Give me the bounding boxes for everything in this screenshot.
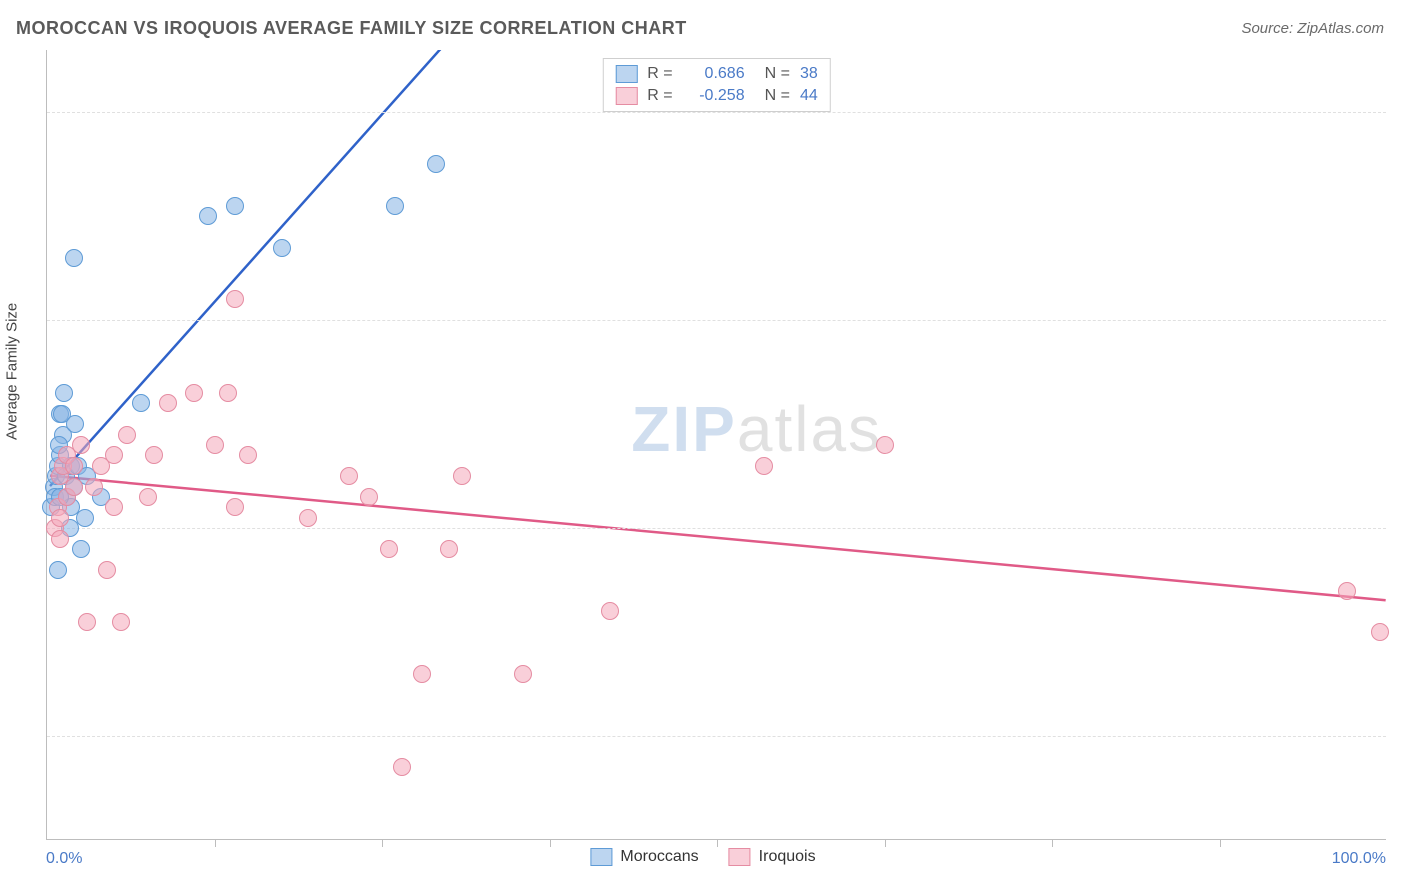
data-point bbox=[145, 446, 163, 464]
data-point bbox=[65, 249, 83, 267]
data-point bbox=[105, 498, 123, 516]
gridline bbox=[47, 320, 1386, 321]
data-point bbox=[185, 384, 203, 402]
data-point bbox=[453, 467, 471, 485]
x-tick bbox=[1220, 839, 1221, 847]
x-axis-min-label: 0.0% bbox=[46, 850, 82, 868]
r-label: R = bbox=[647, 65, 672, 83]
x-tick bbox=[885, 839, 886, 847]
legend-item: Iroquois bbox=[729, 848, 816, 866]
data-point bbox=[55, 384, 73, 402]
data-point bbox=[76, 509, 94, 527]
x-tick bbox=[382, 839, 383, 847]
data-point bbox=[78, 613, 96, 631]
data-point bbox=[49, 561, 67, 579]
data-point bbox=[66, 415, 84, 433]
data-point bbox=[85, 478, 103, 496]
data-point bbox=[51, 530, 69, 548]
data-point bbox=[72, 540, 90, 558]
gridline bbox=[47, 528, 1386, 529]
y-tick-label: 2.00 bbox=[1394, 727, 1406, 745]
trend-line bbox=[50, 476, 1386, 601]
r-value: 0.686 bbox=[683, 65, 745, 83]
gridline bbox=[47, 736, 1386, 737]
data-point bbox=[226, 197, 244, 215]
legend-swatch bbox=[729, 848, 751, 866]
data-point bbox=[413, 665, 431, 683]
data-point bbox=[226, 498, 244, 516]
watermark-zip: ZIP bbox=[631, 393, 737, 465]
data-point bbox=[1371, 623, 1389, 641]
x-tick bbox=[1052, 839, 1053, 847]
data-point bbox=[755, 457, 773, 475]
source-label: Source: ZipAtlas.com bbox=[1241, 20, 1384, 37]
legend-swatch bbox=[615, 87, 637, 105]
data-point bbox=[206, 436, 224, 454]
data-point bbox=[440, 540, 458, 558]
data-point bbox=[132, 394, 150, 412]
watermark-atlas: atlas bbox=[737, 393, 882, 465]
plot-area: ZIPatlas R =0.686N =38R =-0.258N =44 2.0… bbox=[46, 50, 1386, 840]
n-value: 38 bbox=[800, 65, 818, 83]
legend-row: R = -0.258 N = 44 bbox=[615, 85, 817, 107]
gridline bbox=[47, 112, 1386, 113]
correlation-legend: R = 0.686 N = 38 R = -0.258 N = 44 bbox=[602, 58, 830, 112]
data-point bbox=[159, 394, 177, 412]
legend-item: Moroccans bbox=[590, 848, 698, 866]
x-tick bbox=[215, 839, 216, 847]
y-axis-title: Average Family Size bbox=[4, 303, 21, 440]
data-point bbox=[219, 384, 237, 402]
y-tick-label: 4.00 bbox=[1394, 311, 1406, 329]
r-label: R = bbox=[647, 87, 672, 105]
legend-row: R = 0.686 N = 38 bbox=[615, 63, 817, 85]
x-tick bbox=[717, 839, 718, 847]
data-point bbox=[393, 758, 411, 776]
x-axis-max-label: 100.0% bbox=[1332, 850, 1386, 868]
data-point bbox=[51, 509, 69, 527]
data-point bbox=[427, 155, 445, 173]
y-tick-label: 3.00 bbox=[1394, 519, 1406, 537]
data-point bbox=[139, 488, 157, 506]
data-point bbox=[1338, 582, 1356, 600]
legend-label: Iroquois bbox=[759, 848, 816, 866]
data-point bbox=[386, 197, 404, 215]
data-point bbox=[360, 488, 378, 506]
data-point bbox=[340, 467, 358, 485]
data-point bbox=[226, 290, 244, 308]
legend-swatch bbox=[590, 848, 612, 866]
data-point bbox=[380, 540, 398, 558]
r-value: -0.258 bbox=[683, 87, 745, 105]
data-point bbox=[98, 561, 116, 579]
trend-lines-layer bbox=[47, 50, 1386, 839]
data-point bbox=[299, 509, 317, 527]
data-point bbox=[239, 446, 257, 464]
data-point bbox=[601, 602, 619, 620]
chart-title: MOROCCAN VS IROQUOIS AVERAGE FAMILY SIZE… bbox=[16, 18, 687, 39]
series-legend: Moroccans Iroquois bbox=[590, 848, 815, 866]
data-point bbox=[118, 426, 136, 444]
watermark: ZIPatlas bbox=[631, 392, 882, 466]
data-point bbox=[876, 436, 894, 454]
legend-swatch bbox=[615, 65, 637, 83]
data-point bbox=[273, 239, 291, 257]
data-point bbox=[112, 613, 130, 631]
n-value: 44 bbox=[800, 87, 818, 105]
data-point bbox=[105, 446, 123, 464]
n-label: N = bbox=[765, 65, 790, 83]
data-point bbox=[199, 207, 217, 225]
trend-line bbox=[50, 50, 449, 486]
legend-label: Moroccans bbox=[620, 848, 698, 866]
n-label: N = bbox=[765, 87, 790, 105]
y-tick-label: 5.00 bbox=[1394, 103, 1406, 121]
x-tick bbox=[550, 839, 551, 847]
data-point bbox=[65, 478, 83, 496]
data-point bbox=[65, 457, 83, 475]
data-point bbox=[514, 665, 532, 683]
data-point bbox=[72, 436, 90, 454]
